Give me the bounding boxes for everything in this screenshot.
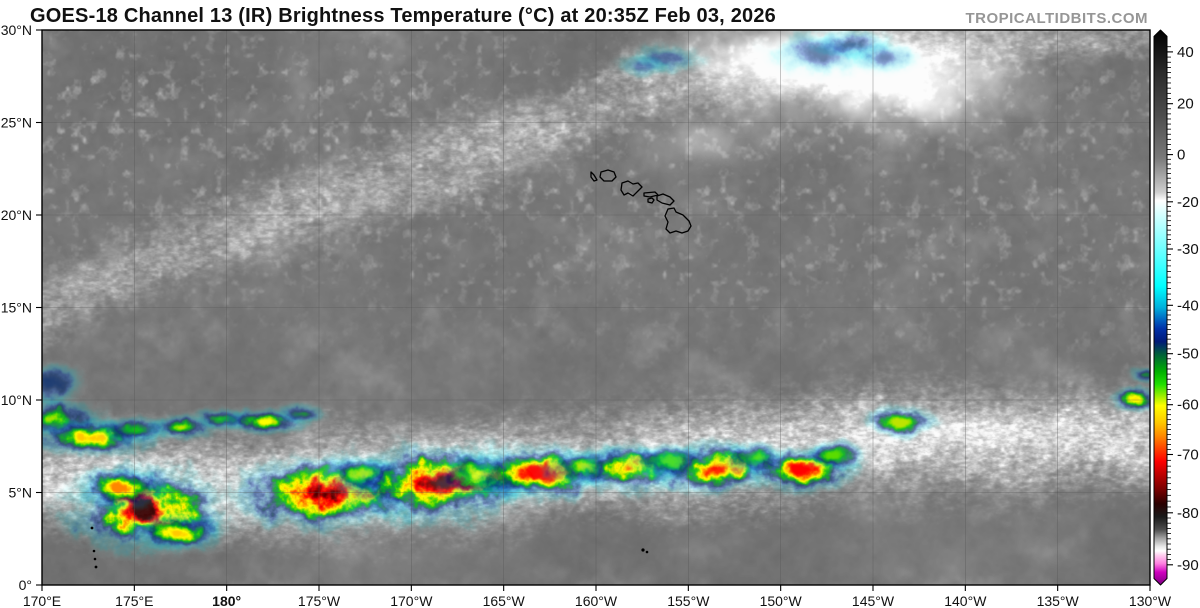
svg-text:-80: -80: [1177, 505, 1199, 522]
svg-text:175°E: 175°E: [115, 593, 153, 608]
svg-text:-20: -20: [1177, 194, 1199, 211]
svg-text:20°N: 20°N: [1, 207, 32, 223]
svg-text:175°W: 175°W: [298, 593, 341, 608]
svg-text:170°E: 170°E: [23, 593, 61, 608]
svg-text:10°N: 10°N: [1, 392, 32, 408]
svg-text:140°W: 140°W: [944, 593, 987, 608]
svg-text:145°W: 145°W: [852, 593, 895, 608]
svg-text:0: 0: [1177, 147, 1185, 164]
svg-text:135°W: 135°W: [1037, 593, 1080, 608]
svg-text:-30: -30: [1177, 241, 1199, 258]
svg-text:150°W: 150°W: [760, 593, 803, 608]
svg-text:160°W: 160°W: [575, 593, 618, 608]
svg-text:15°N: 15°N: [1, 300, 32, 316]
svg-text:20: 20: [1177, 96, 1194, 113]
svg-text:130°W: 130°W: [1129, 593, 1172, 608]
svg-text:180°: 180°: [212, 593, 241, 608]
svg-text:0°: 0°: [19, 577, 32, 593]
svg-text:30°N: 30°N: [1, 22, 32, 38]
svg-text:155°W: 155°W: [667, 593, 710, 608]
svg-text:-40: -40: [1177, 297, 1199, 314]
svg-text:-90: -90: [1177, 557, 1199, 574]
svg-text:-70: -70: [1177, 447, 1199, 464]
svg-text:-60: -60: [1177, 397, 1199, 414]
svg-text:25°N: 25°N: [1, 115, 32, 131]
svg-text:40: 40: [1177, 44, 1194, 61]
svg-text:170°W: 170°W: [390, 593, 433, 608]
svg-text:-50: -50: [1177, 346, 1199, 363]
svg-text:165°W: 165°W: [483, 593, 526, 608]
svg-text:5°N: 5°N: [9, 485, 33, 501]
